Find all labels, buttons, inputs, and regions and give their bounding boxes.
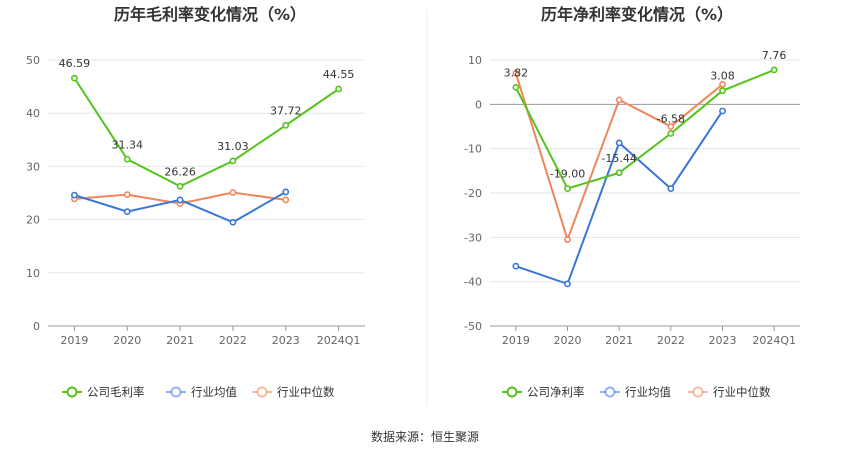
legend-item-company[interactable]: 公司毛利率	[62, 385, 145, 399]
legend-marker	[170, 386, 182, 398]
data-source: 数据来源：恒生聚源	[371, 429, 479, 444]
series-line-industry-average	[515, 110, 724, 286]
legend-label: 行业均值	[625, 385, 671, 399]
x-tick-label: 2023	[272, 334, 300, 347]
data-label: 7.76	[762, 49, 787, 62]
data-label: 26.26	[164, 165, 196, 178]
data-point	[564, 280, 571, 288]
data-point	[512, 83, 520, 91]
data-label: 37.72	[270, 104, 302, 117]
data-label: 31.03	[217, 140, 249, 153]
y-tick-label: 30	[26, 160, 40, 173]
x-tick-label: 2021	[166, 334, 194, 347]
x-tick-label: 2024Q1	[317, 334, 361, 347]
series-line-company	[514, 69, 775, 190]
data-point	[615, 169, 623, 177]
data-point	[564, 236, 571, 243]
data-label: 3.82	[504, 66, 529, 79]
x-tick-label: 2020	[554, 334, 582, 347]
data-point	[176, 182, 184, 190]
left-chart-title: 历年毛利率变化情况（%）	[114, 5, 306, 24]
x-tick-label: 2023	[709, 334, 737, 347]
legend-item-industry-average[interactable]: 行业均值	[166, 385, 237, 399]
y-tick-label: -30	[464, 231, 482, 244]
data-label: 44.55	[323, 68, 355, 81]
y-tick-label: 0	[475, 98, 482, 111]
data-point	[282, 188, 290, 196]
y-tick-label: 20	[26, 214, 40, 227]
legend-marker	[506, 386, 518, 398]
data-point	[770, 66, 778, 74]
legend-item-company[interactable]: 公司净利率	[502, 385, 585, 399]
data-point	[176, 196, 184, 204]
x-tick-label: 2020	[113, 334, 141, 347]
x-tick-label: 2022	[657, 334, 685, 347]
y-tick-label: -40	[464, 276, 482, 289]
legend-label: 公司毛利率	[87, 385, 145, 399]
y-tick-label: 10	[26, 267, 40, 280]
data-point	[123, 208, 131, 216]
data-point	[282, 196, 290, 204]
y-tick-label: -10	[464, 143, 482, 156]
y-tick-label: 50	[26, 54, 40, 67]
data-point	[512, 69, 520, 77]
right-chart-title: 历年净利率变化情况（%）	[541, 5, 733, 24]
y-tick-label: 40	[26, 107, 40, 120]
data-point	[229, 157, 237, 165]
data-point	[615, 96, 623, 104]
data-point	[335, 85, 342, 93]
legend-marker	[604, 386, 616, 398]
data-label: 31.34	[112, 138, 144, 151]
data-point	[512, 262, 520, 270]
legend-item-industry-average[interactable]: 行业均值	[600, 385, 671, 399]
data-point	[123, 191, 131, 198]
legend-item-industry-median[interactable]: 行业中位数	[252, 385, 335, 399]
y-tick-label: -50	[464, 320, 482, 333]
data-point	[71, 74, 78, 82]
data-point	[71, 191, 78, 199]
legend-label: 行业中位数	[713, 385, 771, 399]
data-point	[229, 218, 237, 226]
x-tick-label: 2024Q1	[752, 334, 796, 347]
data-point	[667, 185, 675, 192]
x-tick-label: 2021	[605, 334, 633, 347]
data-label: 46.59	[59, 57, 91, 70]
data-point	[719, 80, 726, 88]
data-point	[229, 189, 237, 196]
legend-marker	[256, 386, 268, 398]
y-tick-label: -20	[464, 187, 482, 200]
data-label: 3.08	[710, 70, 735, 83]
legend-marker	[692, 386, 704, 398]
legend-label: 行业中位数	[277, 385, 335, 399]
x-tick-label: 2019	[502, 334, 530, 347]
x-tick-label: 2022	[219, 334, 247, 347]
legend-label: 公司净利率	[527, 385, 585, 399]
y-tick-label: 0	[33, 320, 40, 333]
data-point	[615, 139, 623, 147]
legend-item-industry-median[interactable]: 行业中位数	[688, 385, 771, 399]
net-margin-chart: -50 -40 -30 -20 -10 0 10 2019 2020 2021 2022 2023 20…	[464, 49, 800, 399]
data-point	[667, 123, 675, 130]
data-point	[564, 185, 571, 192]
data-point	[282, 121, 290, 129]
data-point	[719, 87, 726, 95]
series-line-company	[73, 77, 340, 188]
data-label: -6.58	[657, 113, 685, 126]
legend-marker	[66, 386, 78, 398]
data-point	[719, 107, 726, 115]
y-tick-label: 10	[468, 54, 482, 67]
x-tick-label: 2019	[60, 334, 88, 347]
legend-label: 行业均值	[191, 385, 237, 399]
data-label: -15.44	[601, 152, 636, 165]
data-point	[667, 130, 675, 137]
data-label: -19.00	[550, 168, 585, 181]
gross-margin-chart: 0 10 20 30 40 50 2019 2020 2021 2022 2023 2024Q1 46.…	[26, 54, 365, 399]
data-point	[123, 155, 131, 163]
